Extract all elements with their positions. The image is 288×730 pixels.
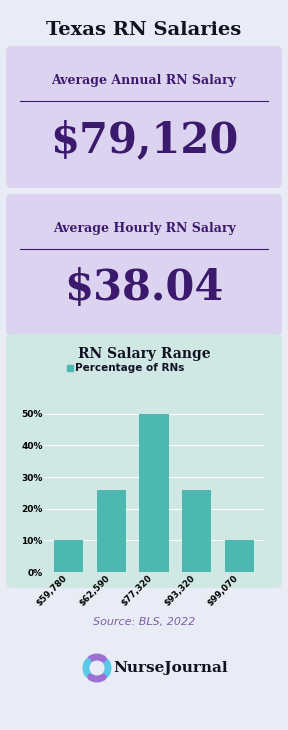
Bar <box>54 540 83 572</box>
Bar <box>182 490 211 572</box>
Text: RN Salary Range: RN Salary Range <box>78 347 210 361</box>
Bar <box>225 540 254 572</box>
Text: Average Annual RN Salary: Average Annual RN Salary <box>52 74 236 87</box>
Text: Source: BLS, 2022: Source: BLS, 2022 <box>93 617 195 627</box>
Text: $79,120: $79,120 <box>50 120 238 161</box>
FancyBboxPatch shape <box>6 334 282 588</box>
Text: Percentage of RNs: Percentage of RNs <box>75 363 184 373</box>
Text: NurseJournal: NurseJournal <box>113 661 228 675</box>
Bar <box>97 490 126 572</box>
Text: Average Hourly RN Salary: Average Hourly RN Salary <box>53 222 235 235</box>
FancyBboxPatch shape <box>6 194 282 336</box>
FancyBboxPatch shape <box>6 46 282 188</box>
Text: Texas RN Salaries: Texas RN Salaries <box>46 21 242 39</box>
Text: $38.04: $38.04 <box>64 267 224 310</box>
Bar <box>139 414 168 572</box>
